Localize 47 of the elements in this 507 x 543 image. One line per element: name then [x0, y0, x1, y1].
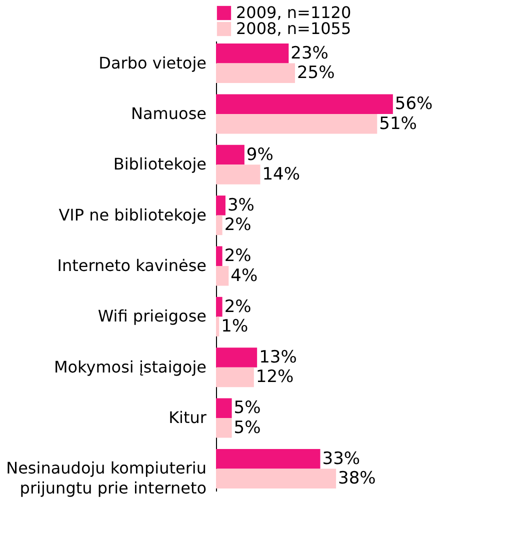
bar — [216, 144, 244, 165]
data-label: 12% — [256, 367, 294, 388]
data-label: 25% — [296, 63, 335, 84]
data-label: 2% — [224, 296, 252, 317]
y-tick-label: Wifi prieigose — [98, 306, 206, 326]
bar — [216, 398, 232, 418]
y-tick-label: Mokymosi įstaigoje — [54, 357, 206, 376]
bar — [216, 164, 260, 184]
bar — [216, 448, 320, 469]
data-label: 2% — [224, 215, 252, 236]
legend-label: 2009, n=1120 — [236, 3, 352, 22]
bar — [216, 316, 220, 336]
data-label: 56% — [394, 94, 433, 114]
bar — [216, 266, 229, 286]
y-tick-label: VIP ne bibliotekoje — [58, 205, 206, 224]
bar — [216, 367, 254, 388]
y-tick-label: Nesinaudoju kompiuteriu prijungtu prie interneto — [6, 458, 206, 498]
legend-label: 2008, n=1055 — [236, 19, 352, 38]
y-tick-label: Namuose — [131, 104, 206, 123]
bar — [216, 196, 226, 216]
data-label: 2% — [224, 246, 252, 266]
data-label: 4% — [230, 266, 258, 286]
bar — [216, 348, 258, 368]
bar — [216, 215, 222, 236]
bar — [216, 114, 378, 134]
data-label: 14% — [262, 164, 300, 185]
bar — [216, 63, 295, 84]
y-tick-label: Interneto kavinėse — [57, 256, 206, 275]
data-label: 33% — [322, 448, 360, 469]
y-tick-label: Darbo vietoje — [98, 53, 206, 72]
bar — [216, 296, 222, 317]
data-label: 5% — [234, 418, 261, 438]
bar — [216, 44, 289, 64]
bar — [216, 246, 222, 266]
data-label: 51% — [379, 114, 417, 134]
bar — [216, 418, 232, 438]
y-tick-label: Bibliotekoje — [113, 154, 206, 174]
data-label: 9% — [246, 144, 274, 165]
data-label: 13% — [259, 347, 297, 368]
data-label: 23% — [290, 43, 328, 64]
data-label: 38% — [338, 468, 376, 489]
bar — [216, 94, 393, 114]
y-tick-label: Kitur — [168, 408, 207, 428]
data-label: 1% — [221, 316, 248, 337]
data-label: 3% — [227, 195, 254, 216]
bar — [216, 468, 336, 488]
data-label: 5% — [234, 398, 261, 418]
